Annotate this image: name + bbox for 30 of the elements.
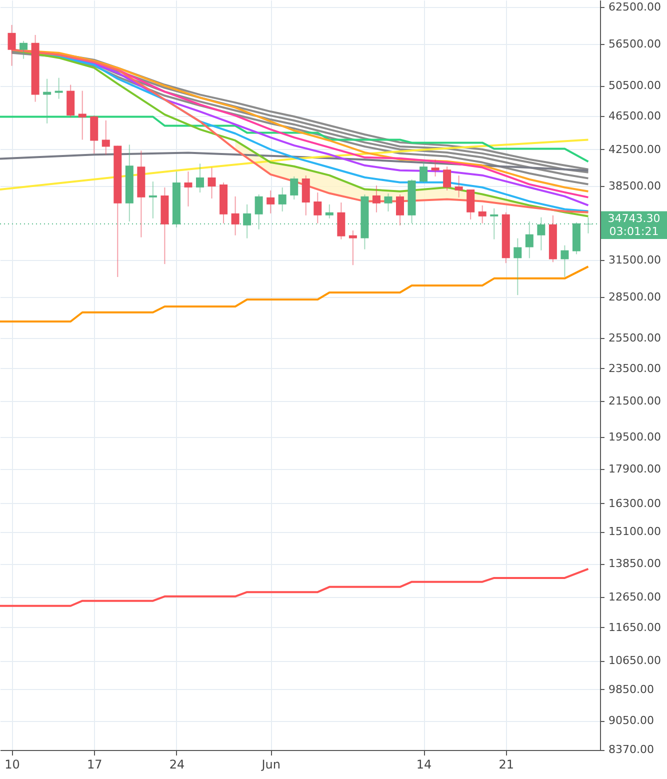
x-tick-label: 10 [4, 758, 20, 772]
y-tick-label: 23500.00 [608, 362, 661, 375]
y-tick-label: 42500.00 [608, 142, 661, 156]
y-tick-label: 21500.00 [608, 394, 661, 408]
y-tick-label: 46500.00 [608, 110, 661, 123]
y-tick-label: 11650.00 [608, 620, 661, 634]
y-tick-label: 28500.00 [608, 290, 661, 304]
y-tick-label: 9850.00 [608, 682, 654, 696]
y-tick-label: 15100.00 [608, 525, 661, 538]
y-tick-label: 12650.00 [608, 590, 661, 604]
y-tick-label: 17900.00 [608, 462, 661, 476]
y-tick-label: 31500.00 [608, 254, 661, 267]
y-tick-label: 13850.00 [608, 557, 661, 570]
y-tick-label: 9050.00 [608, 714, 654, 728]
text: 03:01:21 [609, 224, 659, 238]
y-tick-label: 50500.00 [608, 79, 661, 92]
x-tick-label: Jun [260, 758, 280, 772]
y-tick-label: 19500.00 [608, 430, 661, 444]
x-tick-label: 17 [86, 758, 102, 772]
y-tick-label: 56500.00 [608, 38, 661, 51]
x-tick-label: 14 [416, 758, 432, 772]
y-tick-label: 62500.00 [608, 0, 661, 14]
y-tick-label: 25500.00 [608, 332, 661, 345]
y-tick-label: 16300.00 [608, 496, 661, 510]
ref-line-label: 34743.30 [608, 212, 660, 225]
y-tick-label: 10650.00 [608, 654, 661, 668]
x-tick-label: 21 [498, 758, 514, 772]
y-tick-label: 8370.00 [608, 743, 654, 756]
x-tick-label: 24 [169, 758, 185, 772]
y-tick-label: 38500.00 [608, 179, 661, 192]
